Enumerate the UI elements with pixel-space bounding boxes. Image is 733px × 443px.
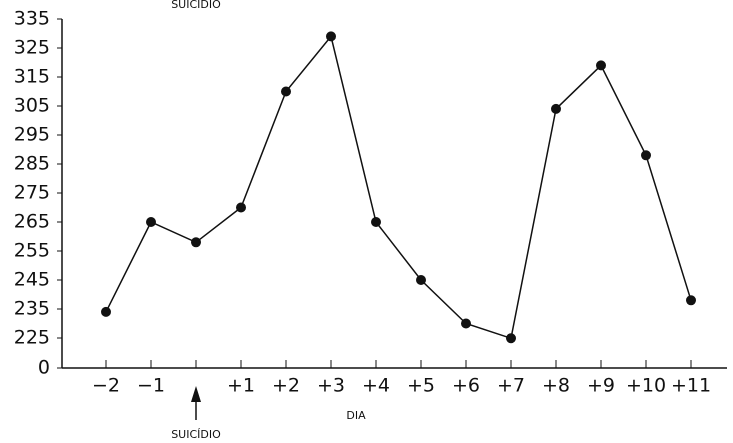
y-tick-label: 295 <box>14 124 50 146</box>
x-tick-label: −2 <box>92 375 120 397</box>
data-line <box>105 34 692 340</box>
x-tick-label: +1 <box>227 375 255 397</box>
y-tick-label: 255 <box>14 240 50 262</box>
data-point <box>326 31 336 42</box>
x-tick-label: +6 <box>452 375 480 397</box>
data-point <box>191 237 201 248</box>
data-point <box>686 295 696 306</box>
x-tick-label: +10 <box>626 375 666 397</box>
data-point <box>146 217 156 227</box>
y-tick-label: 245 <box>14 269 50 291</box>
x-tick-label: +2 <box>272 375 300 397</box>
y-tick-label: 305 <box>14 95 50 117</box>
x-tick-label: +3 <box>317 375 345 397</box>
data-point <box>641 150 651 161</box>
data-point <box>506 333 516 344</box>
y-tick-label: 335 <box>14 8 50 30</box>
bottom-annotation: SUICÍDIO <box>171 428 221 441</box>
y-tick-label: 235 <box>14 298 50 320</box>
top-annotation: SUICÍDIO <box>171 0 221 11</box>
y-tick-label: 285 <box>14 153 50 175</box>
data-point <box>551 103 561 114</box>
y-tick-label: 315 <box>14 66 50 88</box>
data-point <box>596 60 606 71</box>
x-tick-label: −1 <box>137 375 165 397</box>
data-point <box>416 275 426 285</box>
x-tick-label: +11 <box>671 375 711 397</box>
data-point <box>101 306 111 317</box>
x-tick-label: +7 <box>497 375 525 397</box>
x-tick-label: +4 <box>362 375 390 397</box>
data-point <box>281 86 291 97</box>
x-tick-label: +5 <box>407 375 435 397</box>
y-tick-label: 265 <box>14 211 50 233</box>
data-point <box>236 202 246 213</box>
y-tick-label: 225 <box>14 327 50 349</box>
y-tick-label: 275 <box>14 182 50 204</box>
y-tick-label: 0 <box>38 357 50 379</box>
x-tick-label: +9 <box>587 375 615 397</box>
data-point <box>371 217 381 227</box>
x-tick-label: +8 <box>542 375 570 397</box>
data-point <box>461 318 471 329</box>
arrow-head <box>191 386 201 402</box>
y-tick-label: 325 <box>14 37 50 59</box>
x-axis-label: DIA <box>346 409 366 422</box>
